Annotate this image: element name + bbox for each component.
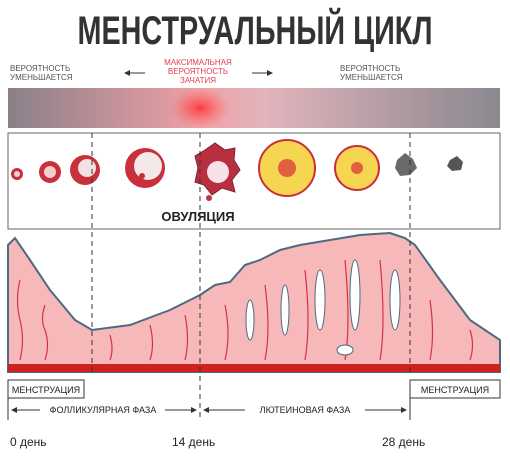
day-label: 14 день <box>172 435 215 449</box>
glands <box>245 259 401 356</box>
prob-right: ВЕРОЯТНОСТЬ УМЕНЬШАЕТСЯ <box>340 64 403 82</box>
day-label: 28 день <box>382 435 425 449</box>
follicular-phase: ФОЛЛИКУЛЯРНАЯ ФАЗА <box>50 405 157 415</box>
basal-layer <box>8 364 500 372</box>
title: МЕНСТРУАЛЬНЫЙ ЦИКЛ <box>78 7 433 53</box>
menstruation-left: МЕНСТРУАЦИЯ <box>12 385 80 395</box>
menstruation-right: МЕНСТРУАЦИЯ <box>421 385 489 395</box>
probability-peak <box>170 88 230 128</box>
luteal-phase: ЛЮТЕИНОВАЯ ФАЗА <box>260 405 351 415</box>
dividers <box>91 133 411 420</box>
prob-left: ВЕРОЯТНОСТЬ УМЕНЬШАЕТСЯ <box>10 64 73 82</box>
vessels <box>16 259 474 361</box>
endometrium <box>7 231 501 373</box>
day-label: 0 день <box>10 435 47 449</box>
ovulation-label: ОВУЛЯЦИЯ <box>161 209 234 224</box>
probability-bar <box>8 88 500 128</box>
prob-center: МАКСИМАЛЬНАЯ ВЕРОЯТНОСТЬ ЗАЧАТИЯ <box>164 58 232 85</box>
